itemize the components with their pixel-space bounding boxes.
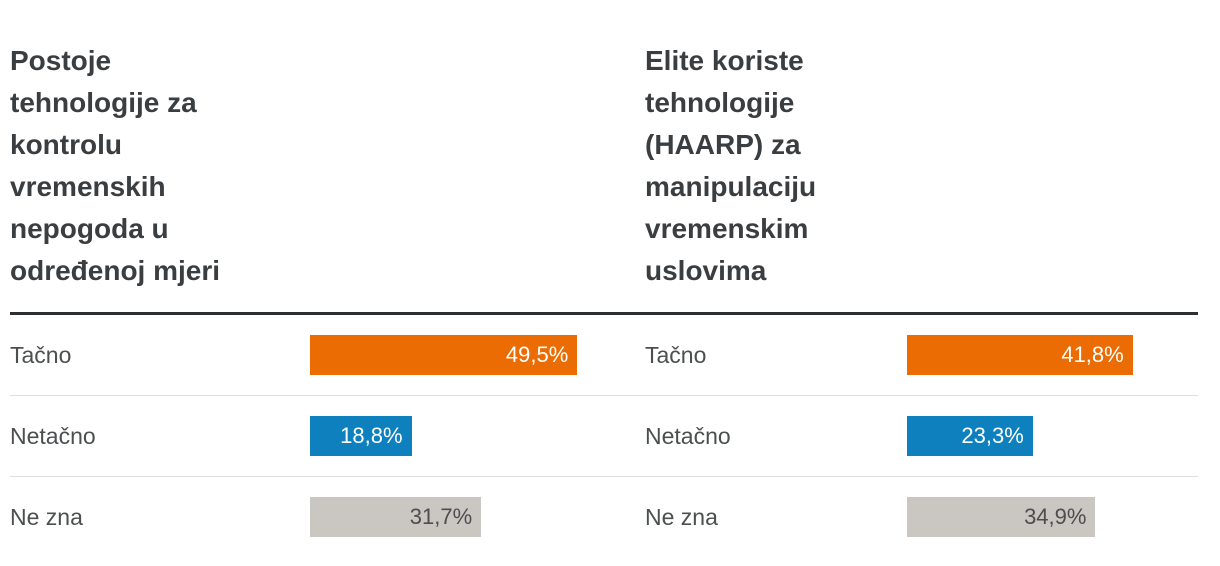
category-label-left-ne-zna: Ne zna xyxy=(10,503,83,530)
bar-area-left-tacno: 49,5% xyxy=(310,335,645,375)
bar-area-right-tacno: 41,8% xyxy=(907,335,1198,375)
row-ne-zna: Ne zna 31,7% Ne zna 34,9% xyxy=(10,477,1198,557)
chart-content: Postoje tehnologije za kontrolu vremensk… xyxy=(10,0,1198,557)
row-separator xyxy=(10,395,1198,396)
chart-titles: Postoje tehnologije za kontrolu vremensk… xyxy=(10,0,1198,292)
bar-left-tacno: 49,5% xyxy=(310,335,578,375)
bar-left-netacno: 18,8% xyxy=(310,416,412,456)
category-label-right-netacno: Netačno xyxy=(645,422,731,449)
chart-title-right: Elite koriste tehnologije (HAARP) za man… xyxy=(645,45,817,286)
row-separator xyxy=(10,476,1198,477)
category-label-right-tacno: Tačno xyxy=(645,341,707,368)
bar-value-label: 34,9% xyxy=(1024,504,1087,529)
bar-left-ne-zna: 31,7% xyxy=(310,497,482,537)
bar-value-label: 31,7% xyxy=(409,504,473,529)
bar-area-right-ne-zna: 34,9% xyxy=(907,497,1198,537)
category-label-right-ne-zna: Ne zna xyxy=(645,503,718,530)
bar-right-tacno: 41,8% xyxy=(907,335,1133,375)
bar-value-label: 49,5% xyxy=(505,342,569,367)
bar-value-label: 18,8% xyxy=(340,423,403,448)
bar-area-left-netacno: 18,8% xyxy=(310,416,645,456)
header-rule xyxy=(10,312,1198,315)
bar-area-right-netacno: 23,3% xyxy=(907,416,1198,456)
bar-area-left-ne-zna: 31,7% xyxy=(310,497,645,537)
category-label-left-netacno: Netačno xyxy=(10,422,96,449)
row-netacno: Netačno 18,8% Netačno 23,3% xyxy=(10,396,1198,476)
bar-value-label: 41,8% xyxy=(1061,342,1124,367)
category-label-left-tacno: Tačno xyxy=(10,341,72,368)
bar-value-label: 23,3% xyxy=(961,423,1024,448)
bar-right-ne-zna: 34,9% xyxy=(907,497,1096,537)
bar-right-netacno: 23,3% xyxy=(907,416,1033,456)
row-tacno: Tačno 49,5% Tačno 41,8% xyxy=(10,315,1198,395)
chart-title-left: Postoje tehnologije za kontrolu vremensk… xyxy=(10,45,221,286)
